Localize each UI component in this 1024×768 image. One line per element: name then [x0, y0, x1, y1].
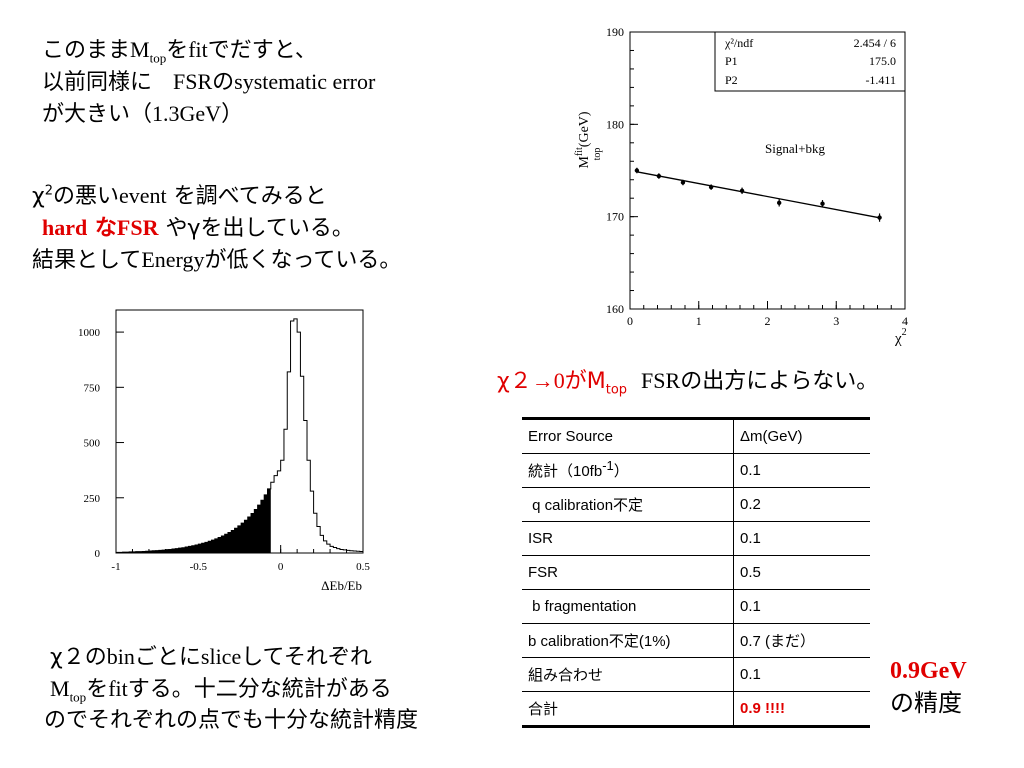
- y-tick-label: 500: [84, 438, 101, 450]
- bottom-text: χ２のbinごとにsliceしてそれぞれ Mtopをfitする。十二分な統計があ…: [44, 641, 418, 736]
- histogram-x-label: ΔEb/Eb: [321, 578, 362, 593]
- data-point: [877, 215, 882, 220]
- precision-callout: 0.9GeV の精度: [890, 655, 967, 719]
- svg-text:Mfit(GeV): Mfit(GeV): [574, 111, 592, 168]
- total-label: 合計: [522, 691, 734, 728]
- y-tick-label: 1000: [78, 327, 101, 339]
- fit-stat-box: [714, 31, 906, 92]
- data-point: [820, 201, 825, 206]
- y-tick-label: 250: [84, 493, 101, 505]
- row-value: 0.7 (まだ）: [733, 623, 870, 658]
- x-tick-label: 0: [627, 314, 633, 328]
- x-tick-label: 3: [833, 314, 839, 328]
- row-source: 統計（10fb-1）: [522, 453, 734, 488]
- x-axis-label: χ2: [894, 327, 907, 347]
- intro-line-3: が大きい（1.3GeV）: [42, 101, 244, 127]
- chi2-zero-note: χ２→0がMtop FSRの出方によらない。: [497, 368, 879, 398]
- precision-value: 0.9GeV: [890, 658, 967, 684]
- histogram-filled-region: [116, 488, 271, 553]
- table-header-row: Error Source Δm(GeV): [522, 417, 870, 454]
- precision-label: の精度: [890, 689, 962, 717]
- y-tick-label: 190: [606, 25, 624, 39]
- fit-chi2-label: χ²/ndf: [724, 36, 753, 50]
- x-axis-ticks: 0 1 2 3 4: [627, 301, 908, 328]
- row-source: ISR: [522, 521, 734, 556]
- data-point: [680, 180, 686, 185]
- intro-line-2: 以前同様に FSRのsystematic error: [42, 69, 376, 95]
- histogram-y-ticks: 0 250 500 750 1000: [78, 327, 124, 560]
- row-source: b fragmentation: [522, 589, 734, 624]
- legend-signal-bkg: Signal+bkg: [765, 141, 826, 156]
- table-row: 統計（10fb-1） 0.1: [522, 453, 870, 488]
- table-row: ISR 0.1: [522, 521, 870, 556]
- row-source: q calibration不定: [522, 487, 734, 522]
- error-source-table: Error Source Δm(GeV) 統計（10fb-1） 0.1 q ca…: [522, 417, 870, 728]
- x-tick-label: 0.5: [356, 561, 370, 573]
- y-tick-label: 0: [95, 548, 101, 560]
- x-tick-label: -0.5: [190, 561, 208, 573]
- bottom-line-2: Mtopをfitする。十二分な統計がある: [50, 676, 392, 705]
- table-row: b fragmentation 0.1: [522, 589, 870, 624]
- table-row: FSR 0.5: [522, 555, 870, 590]
- row-value: 0.1: [733, 453, 870, 488]
- fit-p2-label: P2: [725, 73, 738, 87]
- row-value: 0.2: [733, 487, 870, 522]
- mtop-vs-chi2-chart: 160 170 180 190 0 1 2 3 4 χ²/ndf 2.454 / 6 P1 1…: [574, 25, 908, 347]
- data-point: [634, 168, 640, 173]
- row-value: 0.1: [733, 657, 870, 692]
- data-points: [634, 167, 882, 222]
- intro-line-1: このままMtopをfitでだすと、: [42, 37, 317, 66]
- intro-text: このままMtopをfitでだすと、 以前同様に FSRのsystematic e…: [42, 34, 375, 130]
- fit-p2-value: -1.411: [865, 73, 896, 87]
- total-value: 0.9 !!!!: [733, 691, 870, 728]
- row-value: 0.1: [733, 589, 870, 624]
- x-tick-label: 4: [902, 314, 908, 328]
- bottom-line-1: χ２のbinごとにsliceしてそれぞれ: [50, 644, 372, 670]
- data-point: [739, 188, 745, 194]
- chi2-line-3: 結果としてEnergyが低くなっている。: [32, 247, 402, 273]
- row-source: b calibration不定(1%): [522, 623, 734, 658]
- histogram-outline: [115, 318, 364, 553]
- x-tick-label: -1: [111, 561, 120, 573]
- row-source: FSR: [522, 555, 734, 590]
- y-tick-label: 750: [84, 382, 101, 394]
- histogram-x-ticks: -1 -0.5 0 0.5: [111, 545, 370, 573]
- delta-e-histogram: 0 250 500 750 1000 -1 -0.5 0 0.5 ΔEb/Eb: [78, 309, 370, 593]
- fit-p1-value: 175.0: [869, 54, 896, 68]
- histogram-frame: [115, 309, 364, 554]
- table-total-row: 合計 0.9 !!!!: [522, 691, 870, 728]
- data-point: [776, 200, 782, 206]
- table-row: b calibration不定(1%) 0.7 (まだ）: [522, 623, 870, 658]
- y-axis-ticks: 160 170 180 190: [606, 25, 638, 316]
- bottom-line-3: のでそれぞれの点でも十分な統計精度: [44, 708, 419, 733]
- header-delta-m: Δm(GeV): [733, 417, 870, 454]
- chi2-explanation: χ2の悪いevent を調べてみると hard なFSR やγを出している。 結…: [32, 180, 401, 276]
- x-tick-label: 0: [278, 561, 284, 573]
- y-tick-label: 160: [606, 302, 624, 316]
- data-point: [656, 173, 662, 179]
- fit-chi2-value: 2.454 / 6: [854, 36, 896, 50]
- chi2-line-2: hard なFSR やγを出している。: [42, 215, 354, 241]
- row-value: 0.1: [733, 521, 870, 556]
- row-value: 0.5: [733, 555, 870, 590]
- svg-text:top: top: [592, 148, 603, 161]
- x-tick-label: 2: [765, 314, 771, 328]
- fit-line: [636, 171, 882, 219]
- chi2-line-1: χ2の悪いevent を調べてみると: [32, 183, 327, 209]
- y-axis-label: Mfit(GeV) top: [574, 111, 603, 168]
- y-tick-label: 170: [606, 210, 624, 224]
- y-tick-label: 180: [606, 117, 624, 131]
- row-source: 組み合わせ: [522, 657, 734, 692]
- x-tick-label: 1: [696, 314, 702, 328]
- header-error-source: Error Source: [522, 417, 734, 454]
- data-point: [708, 184, 714, 190]
- table-row: q calibration不定 0.2: [522, 487, 870, 522]
- fit-p1-label: P1: [725, 54, 738, 68]
- table-row: 組み合わせ 0.1: [522, 657, 870, 692]
